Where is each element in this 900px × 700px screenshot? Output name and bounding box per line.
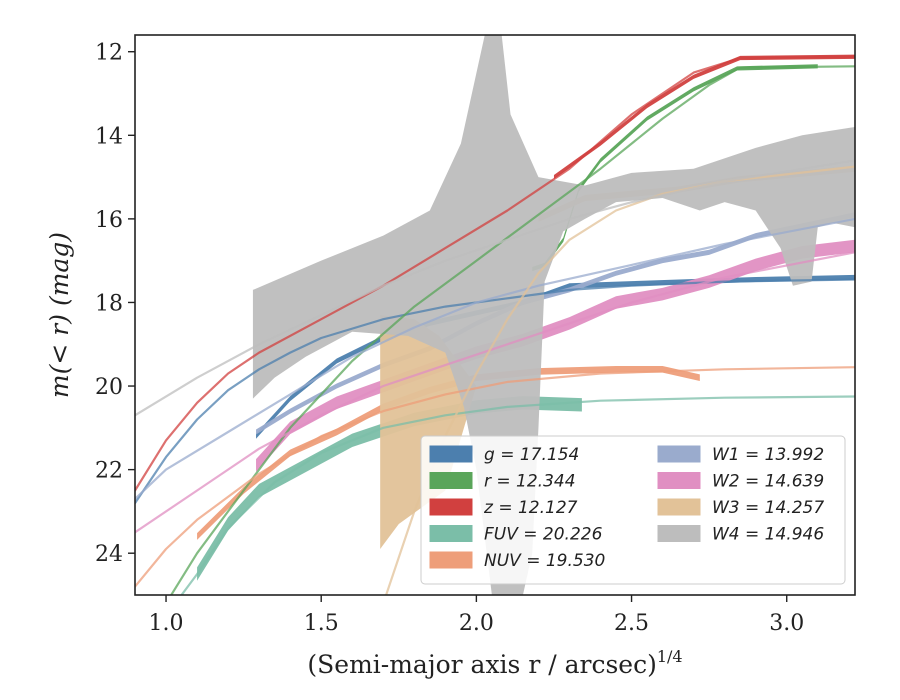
legend-swatch bbox=[429, 551, 473, 569]
legend-swatch bbox=[657, 445, 701, 463]
legend-swatch bbox=[429, 472, 473, 489]
y-tick-label: 12 bbox=[95, 41, 123, 66]
z-model-curve bbox=[135, 55, 855, 492]
plot-frame bbox=[134, 34, 856, 596]
legend-label: NUV = 19.530 bbox=[484, 551, 605, 571]
nuv-model-curve bbox=[135, 366, 855, 588]
x-tick-label: 2.0 bbox=[459, 611, 494, 636]
y-tick-label: 22 bbox=[95, 459, 123, 484]
legend-label: W4 = 14.946 bbox=[712, 525, 824, 545]
x-tick-label: 3.0 bbox=[769, 611, 804, 636]
legend-label: z = 12.127 bbox=[483, 498, 578, 518]
y-tick-label: 16 bbox=[95, 208, 123, 233]
r-model-curve bbox=[169, 65, 855, 595]
legend-swatch bbox=[429, 498, 473, 516]
y-tick-label: 18 bbox=[95, 291, 123, 316]
fuv-model-curve bbox=[180, 395, 855, 595]
x-tick-label: 1.0 bbox=[149, 611, 184, 636]
x-tick-label: 1.5 bbox=[304, 611, 339, 636]
legend-swatch bbox=[657, 498, 701, 516]
w2-model-curve bbox=[135, 251, 855, 534]
legend-label: r = 12.344 bbox=[484, 472, 576, 492]
y-tick-label: 24 bbox=[95, 542, 123, 567]
x-axis-ticks: 1.0 1.5 2.0 2.5 3.0 bbox=[149, 595, 804, 636]
legend-swatch bbox=[429, 445, 473, 463]
y-axis-ticks: 12 14 16 18 20 22 24 bbox=[95, 41, 135, 567]
w3-area bbox=[380, 315, 477, 550]
legend-label: W1 = 13.992 bbox=[712, 445, 824, 465]
legend-swatch bbox=[657, 472, 701, 489]
legend-label: g = 17.154 bbox=[484, 445, 579, 465]
x-axis-label: (Semi-major axis r / arcsec)1/4 bbox=[307, 647, 682, 679]
y-axis-label: m(< r) (mag) bbox=[45, 232, 74, 398]
legend-box bbox=[420, 435, 846, 585]
legend-label: FUV = 20.226 bbox=[484, 525, 603, 545]
y-tick-label: 20 bbox=[95, 375, 123, 400]
x-tick-label: 2.5 bbox=[614, 611, 649, 636]
g-model-curve bbox=[135, 278, 855, 505]
x-axis-label-superscript: 1/4 bbox=[657, 647, 683, 666]
legend-swatch bbox=[657, 525, 701, 542]
x-axis-label-text: (Semi-major axis r / arcsec) bbox=[307, 650, 656, 679]
legend: g = 17.154 r = 12.344 z = 12.127 FUV = 20.2… bbox=[420, 435, 846, 585]
legend-label: W2 = 14.639 bbox=[712, 472, 824, 492]
w4-area bbox=[252, 35, 855, 595]
w4-model-curve bbox=[135, 159, 855, 417]
w1-model-curve bbox=[135, 217, 855, 500]
legend-label: W3 = 14.257 bbox=[712, 498, 824, 518]
y-tick-label: 14 bbox=[95, 124, 123, 149]
legend-swatch bbox=[429, 525, 473, 542]
